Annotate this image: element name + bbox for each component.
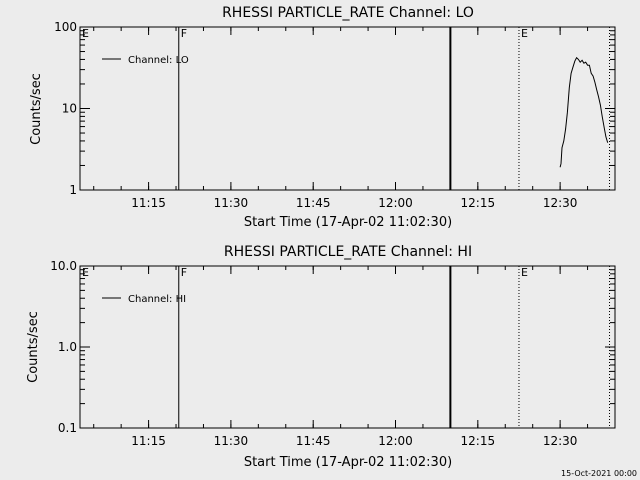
- y-tick-label: 1.0: [58, 340, 77, 354]
- event-marker-label: F: [181, 266, 187, 279]
- event-marker-label: E: [82, 266, 89, 279]
- y-tick-label: 0.1: [58, 421, 77, 435]
- y-tick-label: 10.0: [50, 259, 77, 273]
- legend: Channel: HI: [102, 294, 186, 305]
- legend-label: Channel: LO: [128, 55, 189, 66]
- x-tick-label: 12:30: [543, 434, 578, 448]
- x-tick-label: 11:30: [214, 196, 249, 210]
- plot-frame: [79, 265, 616, 429]
- event-marker-label: E: [521, 27, 528, 40]
- footer-date: 15-Oct-2021 00:00: [561, 469, 637, 478]
- chart-title: RHESSI PARTICLE_RATE Channel: HI: [224, 244, 472, 260]
- x-axis-label: Start Time (17-Apr-02 11:02:30): [244, 455, 452, 470]
- event-marker-label: E: [521, 266, 528, 279]
- chart-title: RHESSI PARTICLE_RATE Channel: LO: [222, 5, 474, 21]
- x-tick-label: 11:15: [131, 196, 166, 210]
- y-tick-label: 100: [54, 20, 77, 34]
- series-line: [559, 56, 609, 168]
- x-tick-label: 11:15: [131, 434, 166, 448]
- x-tick-label: 11:45: [296, 434, 331, 448]
- y-tick-label: 10: [62, 102, 77, 116]
- event-marker-label: E: [82, 27, 89, 40]
- legend-label: Channel: HI: [128, 294, 186, 305]
- chart-panel-hi: RHESSI PARTICLE_RATE Channel: HI Counts/…: [26, 244, 616, 470]
- x-tick-label: 12:30: [543, 196, 578, 210]
- x-tick-label: 12:15: [461, 434, 496, 448]
- x-tick-label: 11:30: [214, 434, 249, 448]
- x-tick-label: 12:00: [378, 196, 413, 210]
- event-marker-label: F: [181, 27, 187, 40]
- y-axis-label: Counts/sec: [29, 73, 44, 145]
- chart-panel-lo: RHESSI PARTICLE_RATE Channel: LO Counts/…: [29, 5, 616, 230]
- x-axis-label: Start Time (17-Apr-02 11:02:30): [244, 215, 452, 230]
- legend: Channel: LO: [102, 55, 189, 66]
- x-tick-label: 12:15: [461, 196, 496, 210]
- plot-frame: [79, 26, 616, 191]
- y-axis-label: Counts/sec: [26, 311, 41, 383]
- x-tick-label: 12:00: [378, 434, 413, 448]
- y-tick-label: 1: [69, 183, 77, 197]
- x-tick-label: 11:45: [296, 196, 331, 210]
